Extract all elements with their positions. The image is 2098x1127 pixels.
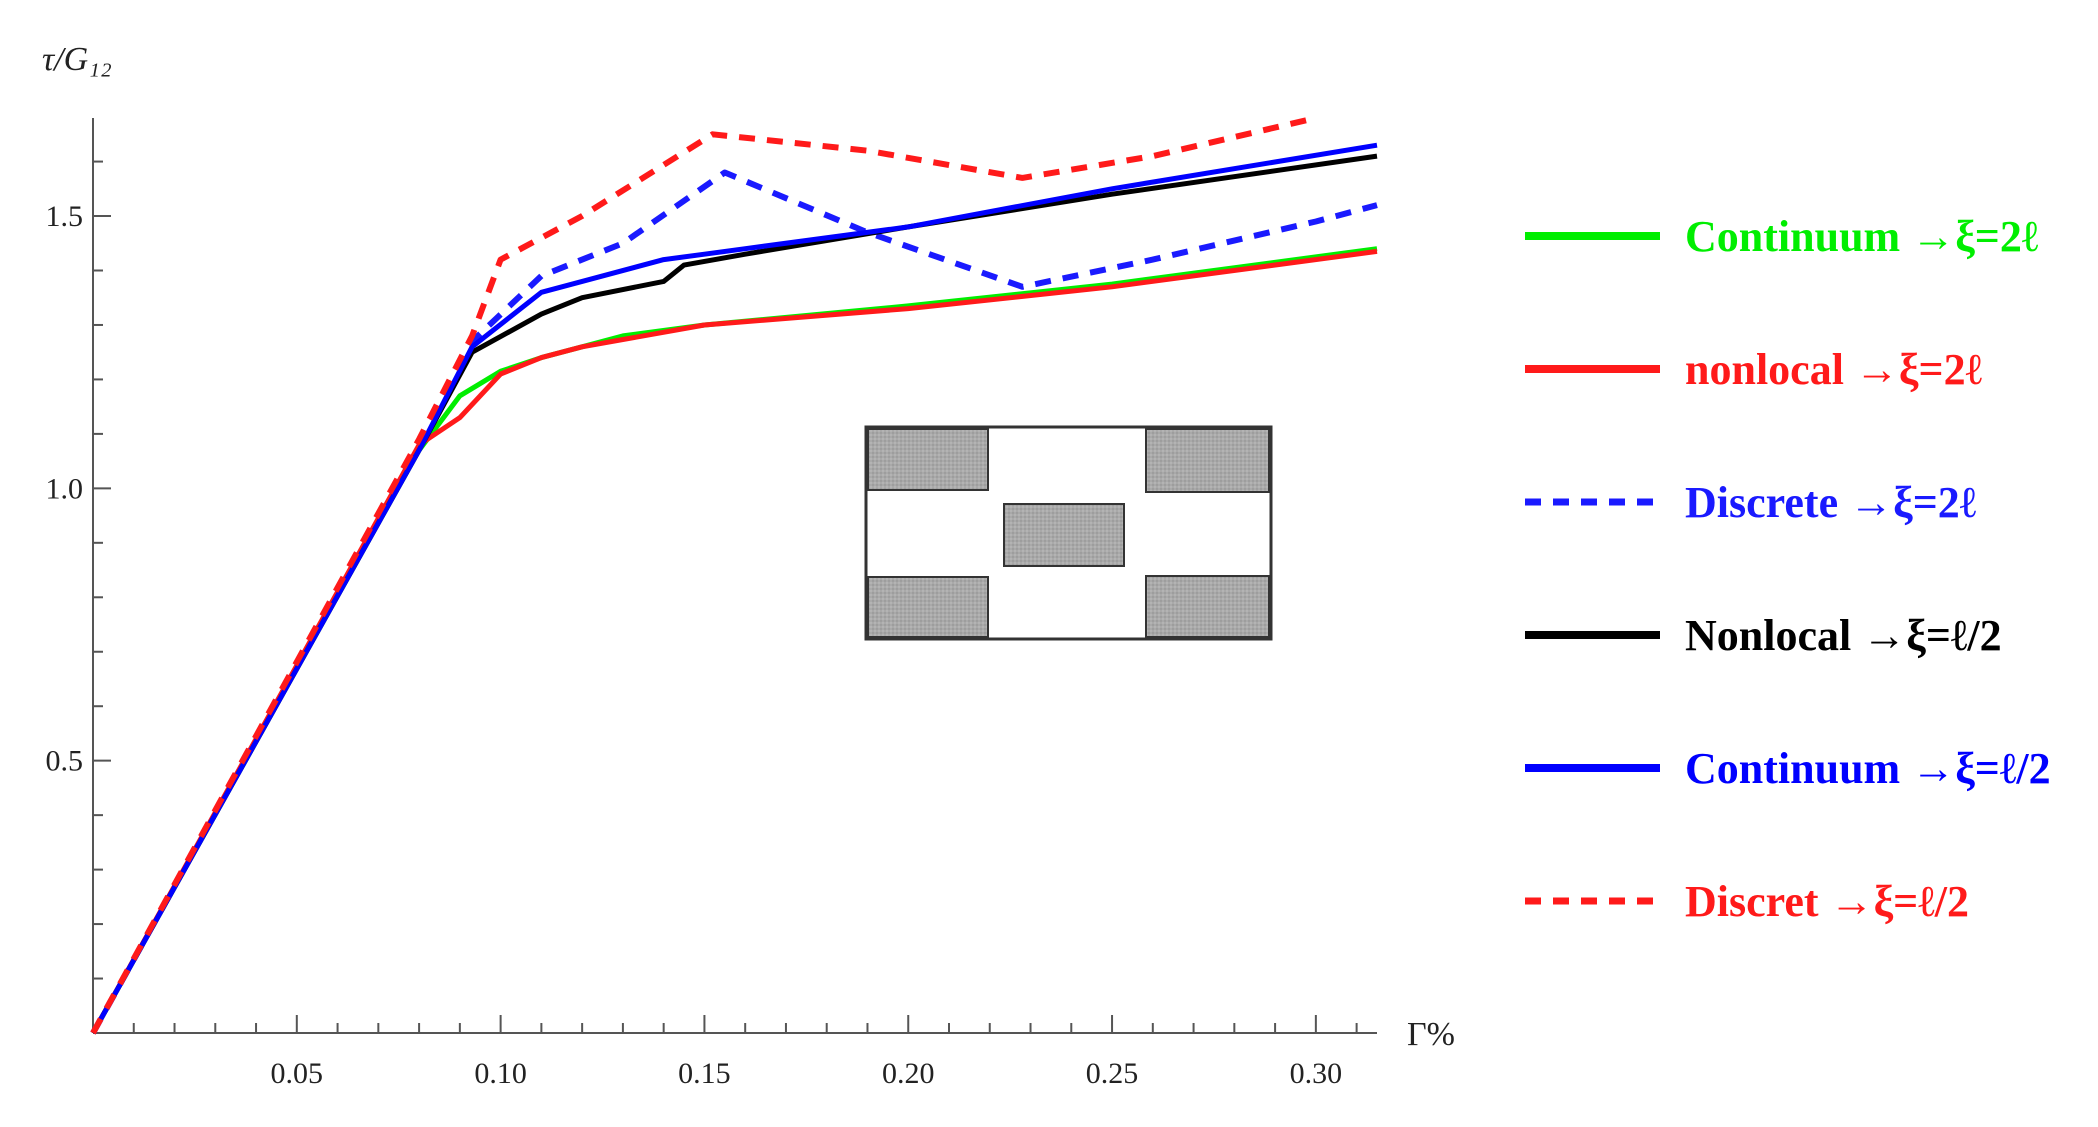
x-axis-title: Γ% (1407, 1016, 1455, 1053)
legend-label: nonlocal →ξ=2ℓ (1685, 345, 1983, 394)
x-tick-label: 0.10 (474, 1057, 527, 1090)
legend-label: Discret →ξ=ℓ/2 (1685, 877, 1969, 926)
inset-block-top-right (1145, 428, 1270, 493)
series-line (90, 142, 1378, 1035)
inset-block-top-left (867, 428, 989, 491)
series-line (90, 246, 1378, 1035)
series-line (90, 169, 1378, 1035)
series-line (90, 115, 1317, 1035)
x-tick-label: 0.25 (1086, 1057, 1139, 1090)
series-layer (90, 115, 1378, 1035)
y-axis-title: τ/G₁₂ (42, 41, 112, 78)
x-tick-label: 0.05 (271, 1057, 324, 1090)
x-tick-label: 0.30 (1290, 1057, 1343, 1090)
series-line (90, 248, 1378, 1035)
legend-label: Nonlocal →ξ=ℓ/2 (1685, 611, 2002, 660)
axes: 0.05 0.10 0.15 0.20 0.25 0.30 0.5 1.0 1.5 Γ% τ/G₁₂ (42, 41, 1455, 1090)
inset-schematic (864, 425, 1273, 641)
x-tick-label: 0.15 (678, 1057, 731, 1090)
y-tick-label: 1.0 (46, 472, 84, 505)
y-tick-label: 1.5 (46, 200, 84, 233)
legend-label: Continuum →ξ=ℓ/2 (1685, 744, 2051, 793)
legend-label: Discrete →ξ=2ℓ (1685, 478, 1977, 527)
legend: Continuum →ξ=2ℓ nonlocal →ξ=2ℓ Discrete →ξ… (1525, 212, 2051, 926)
y-tick-label: 0.5 (46, 745, 84, 778)
inset-block-center (1003, 503, 1125, 567)
inset-block-bottom-right (1145, 575, 1270, 638)
legend-label: Continuum →ξ=2ℓ (1685, 212, 2039, 261)
inset-block-bottom-left (867, 576, 989, 638)
x-tick-label: 0.20 (882, 1057, 935, 1090)
